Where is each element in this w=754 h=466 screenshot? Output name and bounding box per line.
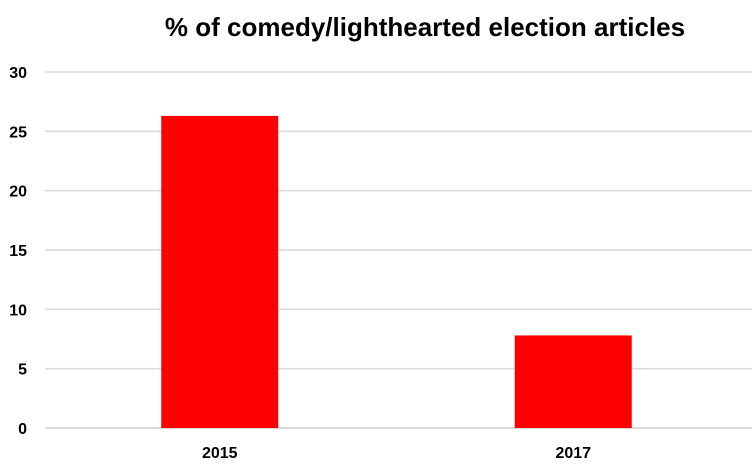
bar-2017 (514, 335, 632, 428)
chart-title: % of comedy/lighthearted election articl… (165, 12, 685, 42)
y-tick-label-15: 15 (9, 243, 27, 260)
y-tick-label-5: 5 (18, 362, 27, 379)
y-tick-label-30: 30 (9, 65, 27, 82)
x-tick-label-2017: 2017 (555, 445, 591, 462)
bars (161, 115, 632, 428)
bar-2015 (161, 115, 279, 428)
gridlines (45, 71, 752, 429)
y-axis-tick-labels: 0 5 10 15 20 25 30 (9, 65, 27, 438)
y-tick-label-20: 20 (9, 184, 27, 201)
y-tick-label-10: 10 (9, 302, 27, 319)
x-axis-tick-labels: 2015 2017 (202, 445, 591, 462)
x-tick-label-2015: 2015 (202, 445, 238, 462)
y-tick-label-25: 25 (9, 124, 27, 141)
y-tick-label-0: 0 (18, 421, 27, 438)
